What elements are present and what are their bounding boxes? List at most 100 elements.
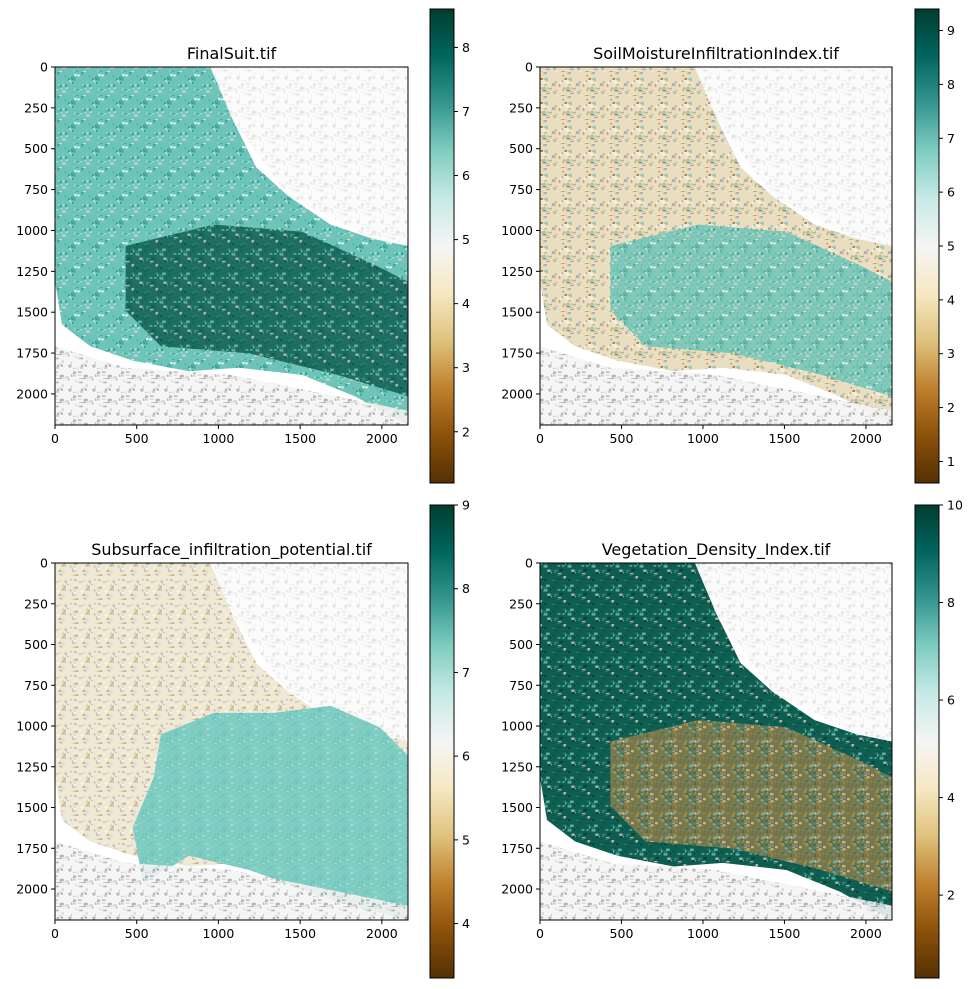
y-tick-label: 2000 [501, 882, 533, 897]
colorbar: 2 4 6 8 10 [914, 498, 963, 979]
x-tick-label: 0 [51, 926, 59, 941]
colorbar-tick-label: 4 [462, 916, 470, 931]
colorbar: 1 2 3 4 5 6 7 8 9 [914, 8, 955, 484]
y-tick-label: 1500 [16, 800, 48, 815]
x-tick-label: 2000 [366, 926, 398, 941]
x-tick-label: 1000 [203, 926, 235, 941]
colorbar-tick-label: 4 [947, 292, 955, 307]
x-tick-label: 1000 [203, 431, 235, 446]
colorbar-tick-label: 6 [462, 168, 470, 183]
y-tick-label: 1750 [501, 346, 533, 361]
colorbar-tick-label: 6 [947, 693, 955, 708]
x-tick-label: 500 [125, 926, 149, 941]
colorbar-gradient [914, 8, 940, 484]
colorbar-tick-label: 4 [947, 790, 955, 805]
y-tick-label: 1250 [16, 759, 48, 774]
x-tick-label: 0 [536, 431, 544, 446]
axes-frame [54, 562, 409, 921]
y-tick-label: 250 [24, 100, 48, 115]
x-tick-label: 0 [51, 431, 59, 446]
colorbar-tick-label: 7 [947, 131, 955, 146]
x-tick-label: 500 [610, 926, 634, 941]
colorbar-tick-label: 5 [462, 232, 470, 247]
panel-4: Vegetation_Density_Index.tif 0 500 1000 1500… [501, 498, 963, 979]
colorbar-tick-label: 9 [462, 498, 470, 513]
colorbar-tick-label: 6 [947, 185, 955, 200]
y-tick-label: 1250 [501, 264, 533, 279]
colorbar-tick-label: 3 [462, 360, 470, 375]
colorbar-gradient [429, 8, 455, 484]
colorbar-tick-label: 3 [947, 346, 955, 361]
axes-frame [539, 562, 893, 921]
x-tick-label: 500 [125, 431, 149, 446]
colorbar-tick-label: 1 [947, 454, 955, 469]
colorbar: 4 5 6 7 8 9 [429, 498, 470, 979]
axes-frame [539, 66, 893, 426]
y-tick-label: 500 [24, 141, 48, 156]
colorbar-tick-label: 4 [462, 296, 470, 311]
y-tick-label: 250 [509, 100, 533, 115]
y-tick-label: 0 [40, 556, 48, 571]
y-tick-label: 250 [509, 596, 533, 611]
y-tick-label: 500 [24, 637, 48, 652]
y-tick-label: 750 [509, 182, 533, 197]
colorbar-tick-label: 2 [947, 888, 955, 903]
colorbar-gradient [429, 504, 455, 979]
colorbar-tick-label: 6 [462, 749, 470, 764]
colorbar-tick-label: 5 [462, 832, 470, 847]
panel-2: SoilMoistureInfiltrationIndex.tif 0 500 100… [501, 8, 955, 484]
x-tick-label: 0 [536, 926, 544, 941]
chart-title: Subsurface_infiltration_potential.tif [91, 540, 372, 560]
colorbar-tick-label: 2 [947, 400, 955, 415]
x-tick-label: 1500 [769, 926, 801, 941]
colorbar-tick-label: 9 [947, 23, 955, 38]
y-tick-label: 750 [24, 182, 48, 197]
raster-image [55, 563, 408, 920]
raster-image [540, 563, 892, 920]
raster-image [540, 67, 892, 425]
x-tick-label: 1500 [769, 431, 801, 446]
chart-title: FinalSuit.tif [187, 44, 277, 63]
colorbar: 2 3 4 5 6 7 8 [429, 8, 470, 484]
x-tick-label: 1000 [687, 926, 719, 941]
y-tick-label: 0 [525, 60, 533, 75]
y-tick-label: 1750 [16, 346, 48, 361]
colorbar-tick-label: 8 [462, 40, 470, 55]
panel-1: FinalSuit.tif 0 500 1000 1500 2000 0 250 500 750 1… [16, 8, 470, 484]
x-tick-label: 1500 [284, 926, 316, 941]
x-tick-label: 1500 [284, 431, 316, 446]
x-tick-label: 2000 [850, 431, 882, 446]
y-tick-label: 0 [525, 556, 533, 571]
x-tick-label: 1000 [687, 431, 719, 446]
axes-frame [54, 66, 409, 426]
colorbar-tick-label: 8 [462, 581, 470, 596]
y-tick-label: 1000 [16, 719, 48, 734]
y-tick-label: 2000 [16, 386, 48, 401]
y-tick-label: 1500 [16, 305, 48, 320]
colorbar-tick-label: 7 [462, 104, 470, 119]
chart-title: SoilMoistureInfiltrationIndex.tif [593, 44, 839, 63]
y-tick-label: 500 [509, 141, 533, 156]
y-tick-label: 1500 [501, 305, 533, 320]
y-tick-label: 250 [24, 596, 48, 611]
y-tick-label: 1250 [501, 759, 533, 774]
y-tick-label: 1000 [501, 223, 533, 238]
y-tick-label: 1250 [16, 264, 48, 279]
y-tick-label: 500 [509, 637, 533, 652]
colorbar-tick-label: 8 [947, 595, 955, 610]
colorbar-tick-label: 10 [947, 498, 963, 513]
raster-image [55, 67, 408, 425]
colorbar-tick-label: 7 [462, 665, 470, 680]
colorbar-tick-label: 5 [947, 239, 955, 254]
colorbar-tick-label: 8 [947, 77, 955, 92]
colorbar-tick-label: 2 [462, 424, 470, 439]
y-tick-label: 2000 [16, 882, 48, 897]
chart-title: Vegetation_Density_Index.tif [602, 540, 831, 560]
y-tick-label: 750 [509, 678, 533, 693]
colorbar-gradient [914, 504, 940, 979]
y-tick-label: 1000 [16, 223, 48, 238]
x-tick-label: 500 [610, 431, 634, 446]
y-tick-label: 1000 [501, 719, 533, 734]
